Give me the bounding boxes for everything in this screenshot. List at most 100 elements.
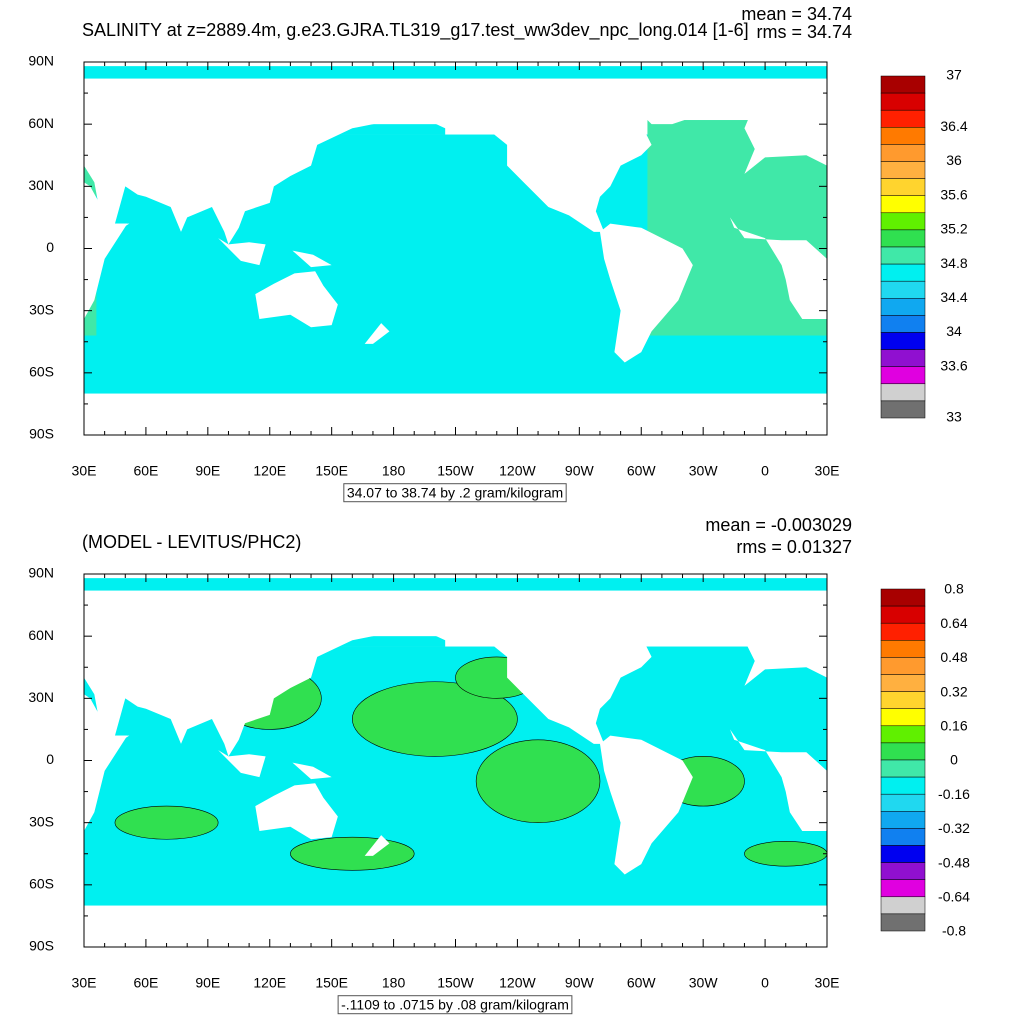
colorbar-label: 0.48 (940, 649, 967, 665)
colorbar-label: -0.48 (938, 854, 970, 870)
y-tick-label: 0 (46, 751, 54, 767)
mean: mean = 34.74 (741, 4, 852, 24)
y-tick-label: 60S (29, 876, 54, 892)
colorbar-box (880, 828, 926, 846)
rms: rms = 34.74 (756, 22, 852, 42)
land (84, 182, 128, 319)
colorbar-label: 35.6 (940, 186, 967, 202)
x-tick-label: 90E (195, 975, 220, 991)
colorbar-box (880, 315, 926, 333)
colorbar-label: 33.6 (940, 357, 967, 373)
colorbar-box (880, 383, 926, 402)
y-tick-label: 30S (29, 301, 54, 317)
colorbar-box (880, 246, 926, 265)
positive-anomaly (352, 681, 518, 757)
colorbar-label: 0 (950, 752, 958, 768)
x-tick-label: 0 (761, 463, 769, 479)
x-tick-label: 90W (565, 975, 595, 991)
colorbar-box (880, 212, 926, 231)
y-tick-label: 60N (28, 627, 54, 643)
colorbar-box (880, 605, 926, 624)
y-tick-label: 60S (29, 364, 54, 380)
x-tick-label: 30W (689, 463, 719, 479)
x-tick-label: 30E (72, 975, 97, 991)
land (744, 93, 827, 174)
colorbar-label: 34.8 (940, 255, 967, 271)
land (599, 735, 693, 875)
colorbar-label: -0.32 (938, 820, 970, 836)
contour-note: -.1109 to .0715 by .08 gram/kilogram (341, 997, 569, 1013)
colorbar-label: 36 (946, 152, 962, 168)
colorbar-box (880, 759, 926, 778)
map (84, 578, 827, 906)
positive-anomaly (475, 739, 601, 823)
colorbar-label: 0.16 (940, 718, 967, 734)
colorbar-box (880, 811, 926, 829)
colorbar-box (880, 92, 926, 111)
land (1, 93, 84, 174)
x-tick-label: 90W (565, 463, 595, 479)
x-tick-label: 150E (315, 463, 348, 479)
land (729, 217, 827, 319)
colorbar-box (880, 263, 926, 282)
x-tick-label: 30W (689, 975, 719, 991)
land (630, 82, 724, 125)
colorbar-box (880, 776, 926, 795)
colorbar-box (880, 913, 926, 932)
colorbar-box (880, 674, 926, 692)
colorbar-box (880, 845, 926, 863)
colorbar-box (880, 144, 926, 162)
land (84, 86, 394, 245)
colorbar-label: 37 (946, 67, 962, 83)
y-tick-label: 90S (29, 938, 54, 954)
colorbar-box (880, 161, 926, 179)
x-tick-label: 150W (437, 975, 474, 991)
x-tick-label: 30E (815, 463, 840, 479)
x-tick-label: 60E (133, 463, 158, 479)
land (744, 605, 827, 686)
colorbar-box (880, 332, 926, 350)
x-tick-label: 60W (627, 975, 657, 991)
y-tick-label: 30N (28, 689, 54, 705)
y-tick-label: 30N (28, 177, 54, 193)
colorbar-box (880, 657, 926, 675)
colorbar-label: 34.4 (940, 289, 967, 305)
colorbar-label: 33 (946, 409, 962, 425)
colorbar-box (880, 400, 926, 419)
colorbar-box (880, 280, 926, 299)
x-tick-label: 60E (133, 975, 158, 991)
land (218, 238, 266, 266)
land (364, 323, 390, 344)
colorbar-label: 0.32 (940, 683, 967, 699)
positive-anomaly (290, 836, 415, 871)
colorbar-label: 0.8 (944, 581, 964, 597)
colorbar-label: 0.64 (940, 615, 967, 631)
land (729, 729, 827, 831)
colorbar-box (880, 195, 926, 214)
x-tick-label: 60W (627, 463, 657, 479)
colorbar-label: 36.4 (940, 118, 967, 134)
land (84, 694, 128, 831)
x-tick-label: 180 (382, 463, 406, 479)
land (364, 835, 390, 856)
colorbar-box (880, 742, 926, 761)
land (414, 611, 652, 744)
colorbar-label: -0.16 (938, 786, 970, 802)
x-tick-label: 150W (437, 463, 474, 479)
x-tick-label: 0 (761, 975, 769, 991)
colorbar-label: 34 (946, 323, 962, 339)
panel-title: (MODEL - LEVITUS/PHC2) (82, 532, 301, 552)
colorbar-label: -0.64 (938, 889, 970, 905)
colorbar-box (880, 622, 926, 641)
colorbar-box (880, 725, 926, 744)
x-tick-label: 90E (195, 463, 220, 479)
colorbar-box (880, 109, 926, 128)
note-box (343, 483, 567, 503)
x-tick-label: 120E (253, 975, 286, 991)
colorbar-box (880, 349, 926, 367)
colorbar-box (880, 75, 926, 94)
land (84, 598, 394, 757)
x-tick-label: 120E (253, 463, 286, 479)
positive-anomaly (744, 841, 827, 867)
